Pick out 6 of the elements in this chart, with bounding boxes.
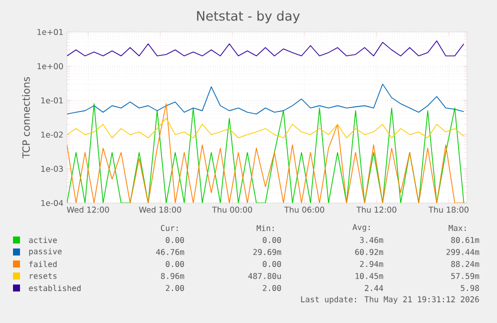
y-axis-title: TCP connections <box>22 77 30 158</box>
chart-title: Netstat - by day <box>197 10 300 24</box>
line-series <box>67 84 464 114</box>
line-series <box>67 40 464 56</box>
line-series <box>67 118 464 138</box>
line-series <box>67 103 464 203</box>
